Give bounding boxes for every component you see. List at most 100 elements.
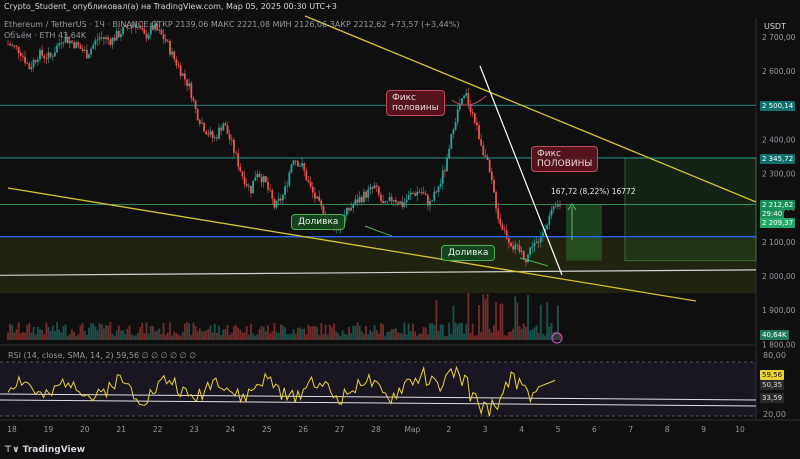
candle-body	[105, 37, 107, 39]
tag-2209: 2 209,37	[760, 218, 796, 228]
volume-bar	[66, 335, 69, 340]
candle-body	[548, 215, 551, 225]
volume-bar	[473, 335, 476, 340]
volume-bar	[92, 323, 95, 340]
candle-body	[247, 185, 250, 187]
y-tick-label: 2 600,00	[762, 67, 796, 76]
candle-body	[345, 207, 348, 216]
volume-bar	[152, 326, 154, 340]
volume-bar	[198, 328, 201, 340]
volume-bar	[228, 334, 231, 340]
symbol-line: Ethereum / TetherUS · 1Ч · BINANCE ОТКР …	[4, 20, 460, 29]
volume-bar	[448, 322, 451, 340]
y-tick-label: 2 100,00	[762, 238, 796, 247]
volume-bar	[350, 333, 353, 340]
annotation-add-2[interactable]: Доливка	[441, 245, 496, 261]
volume-bar	[371, 331, 374, 340]
white-trend-line	[479, 65, 563, 276]
candle-body	[516, 244, 519, 246]
candle-body	[267, 181, 269, 190]
candle-body	[201, 122, 203, 124]
volume-bar	[337, 333, 340, 340]
candle-body	[499, 218, 502, 225]
volume-bar	[15, 329, 18, 340]
volume-bar	[277, 333, 280, 340]
candle-body	[475, 122, 478, 126]
volume-bar	[429, 323, 431, 340]
candle-body	[137, 26, 139, 28]
volume-bar	[478, 305, 480, 340]
candle-body	[356, 199, 359, 203]
volume-bar	[516, 302, 519, 340]
candle-body	[203, 122, 205, 132]
volume-bar	[409, 331, 412, 340]
volume-bar	[450, 333, 453, 340]
candle-body	[505, 230, 508, 239]
candle-body	[90, 48, 93, 55]
candle-body	[77, 42, 80, 46]
x-tick-label: 24	[226, 425, 236, 434]
volume-bar	[139, 327, 142, 340]
annotation-add-1[interactable]: Доливка	[291, 214, 346, 230]
volume-bar	[254, 335, 257, 340]
candle-body	[192, 98, 195, 101]
candle-body	[495, 192, 497, 209]
volume-bar	[9, 323, 12, 340]
candle-body	[39, 49, 41, 60]
volume-bar	[22, 332, 24, 340]
candle-body	[371, 187, 374, 189]
candle-body	[397, 202, 399, 204]
candle-body	[156, 23, 159, 31]
volume-bar	[137, 332, 139, 340]
volume-bar	[333, 323, 335, 340]
x-tick-label: 26	[298, 425, 308, 434]
volume-bar	[109, 322, 112, 340]
volume-bar	[126, 328, 129, 340]
x-tick-label: 5	[556, 425, 561, 434]
volume-bar	[220, 335, 223, 340]
volume-bar	[437, 331, 440, 340]
candle-body	[51, 56, 54, 58]
x-tick-label: 6	[592, 425, 597, 434]
rsi-ma-tag: 50,35	[760, 380, 785, 390]
candle-body	[275, 200, 278, 208]
candle-body	[360, 196, 363, 203]
volume-bar	[149, 326, 152, 340]
volume-bar	[158, 328, 161, 340]
volume-bar	[503, 335, 506, 340]
candle-body	[273, 199, 276, 208]
volume-bar	[318, 335, 321, 340]
candle-body	[446, 157, 448, 172]
rsi-level-80: 80,00	[763, 351, 786, 360]
candle-body	[139, 26, 142, 29]
x-tick-label: 25	[262, 425, 272, 434]
volume-bar	[392, 329, 395, 340]
candle-body	[533, 243, 536, 247]
volume-bar	[105, 325, 107, 340]
annotation-fix-half-2[interactable]: Фикс ПОЛОВИНЫ	[531, 146, 599, 172]
volume-bar	[43, 334, 46, 340]
volume-bar	[103, 328, 105, 340]
volume-bar	[73, 331, 75, 340]
volume-bar	[422, 327, 425, 340]
volume-bar	[416, 335, 419, 340]
candle-body	[198, 120, 201, 124]
volume-bar	[156, 330, 159, 340]
volume-bar	[499, 304, 502, 340]
volume-bar	[380, 322, 382, 340]
candle-body	[260, 176, 263, 183]
candle-body	[539, 236, 542, 243]
volume-bar	[348, 327, 350, 340]
candle-body	[497, 208, 500, 219]
volume-bar	[539, 304, 542, 340]
volume-bar	[269, 333, 272, 340]
volume-bar	[461, 322, 463, 340]
candle-body	[501, 224, 504, 230]
tag-countdown: 29:40	[760, 209, 785, 219]
candle-body	[279, 198, 282, 201]
annotation-fix-half-1[interactable]: Фикс половины	[386, 90, 445, 116]
candle-body	[149, 25, 152, 35]
descending-resistance	[304, 15, 757, 203]
volume-bar	[307, 324, 310, 340]
